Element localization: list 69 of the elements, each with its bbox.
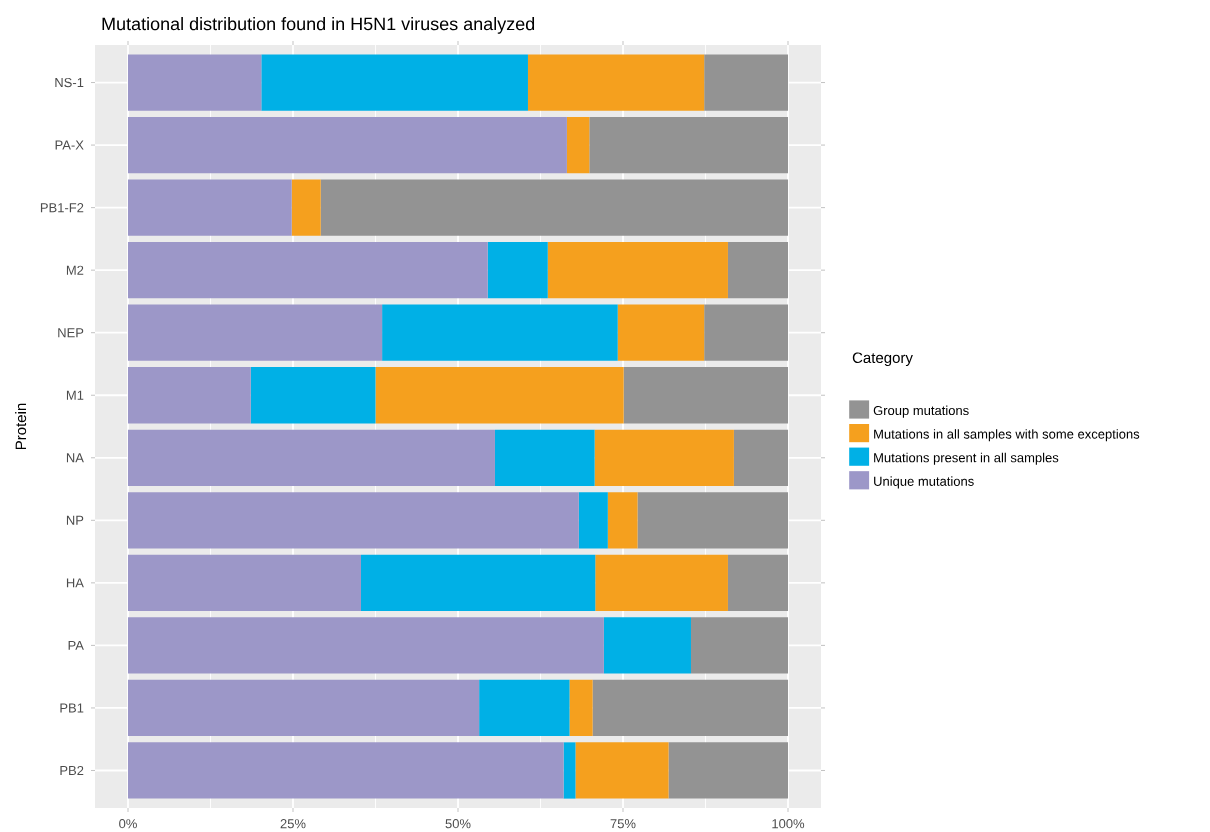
bar bbox=[727, 242, 788, 299]
y-tick-label: PB1 bbox=[60, 703, 84, 713]
bar bbox=[589, 116, 788, 174]
bar bbox=[128, 54, 262, 111]
bar bbox=[668, 742, 788, 799]
legend-label: Unique mutations bbox=[874, 476, 974, 489]
bar bbox=[487, 242, 548, 299]
y-tick-label: PB2 bbox=[60, 765, 84, 776]
bar bbox=[595, 554, 728, 611]
bar bbox=[320, 179, 788, 236]
bar bbox=[617, 304, 705, 361]
y-tick-label: PB1-F2 bbox=[40, 203, 84, 213]
y-tick-label: NS-1 bbox=[55, 77, 84, 88]
bar bbox=[623, 367, 788, 424]
bar bbox=[291, 179, 321, 236]
legend-label: Mutations in all samples with some exceptions bbox=[874, 429, 1140, 442]
x-tick-label: 75% bbox=[610, 819, 636, 829]
y-tick-label: M1 bbox=[66, 390, 84, 400]
legend-label: Group mutations bbox=[873, 405, 969, 418]
bar bbox=[727, 554, 788, 611]
bar bbox=[603, 617, 691, 674]
y-tick-label: NEP bbox=[58, 328, 84, 338]
chart-title: Mutational distribution found in H5N1 viruses analyzed bbox=[102, 17, 535, 34]
bar bbox=[128, 492, 579, 549]
bar bbox=[733, 429, 788, 486]
bar bbox=[607, 492, 638, 549]
y-tick-label: M2 bbox=[66, 265, 84, 275]
bar bbox=[128, 429, 495, 486]
bar bbox=[261, 54, 528, 111]
bar bbox=[527, 54, 705, 111]
bar bbox=[382, 304, 618, 361]
x-tick-label: 0% bbox=[119, 819, 137, 829]
x-tick-label: 100% bbox=[772, 819, 805, 829]
bar bbox=[360, 554, 596, 611]
y-axis-title: Protein bbox=[15, 403, 27, 450]
bar bbox=[128, 554, 361, 611]
bar bbox=[128, 242, 488, 299]
bar bbox=[637, 492, 788, 549]
y-tick-label: NA bbox=[66, 453, 84, 463]
bar bbox=[128, 367, 251, 424]
y-tick-label: NP bbox=[66, 515, 84, 525]
x-tick-label: 50% bbox=[445, 819, 471, 829]
bar bbox=[547, 242, 728, 299]
x-tick-label: 25% bbox=[280, 819, 306, 829]
bar bbox=[704, 304, 788, 361]
bar bbox=[594, 429, 734, 486]
y-tick-label: HA bbox=[66, 578, 84, 588]
bar bbox=[578, 492, 608, 549]
bar bbox=[128, 742, 564, 799]
bar bbox=[563, 742, 576, 799]
bar bbox=[690, 617, 788, 674]
bar bbox=[250, 367, 376, 424]
bar bbox=[128, 679, 480, 737]
bar bbox=[479, 679, 570, 737]
bar bbox=[128, 617, 604, 674]
bar bbox=[704, 54, 788, 111]
y-tick-label: PA bbox=[68, 640, 84, 650]
bar bbox=[592, 679, 788, 737]
bar bbox=[128, 116, 567, 174]
bar bbox=[375, 367, 624, 424]
y-tick-label: PA-X bbox=[55, 140, 84, 150]
legend-title: Category bbox=[852, 352, 913, 367]
bar bbox=[128, 304, 383, 361]
bar bbox=[494, 429, 595, 486]
bar bbox=[569, 679, 593, 737]
bar bbox=[566, 116, 590, 174]
legend-label: Mutations present in all samples bbox=[874, 452, 1059, 465]
bar bbox=[128, 179, 292, 236]
bar bbox=[575, 742, 669, 799]
